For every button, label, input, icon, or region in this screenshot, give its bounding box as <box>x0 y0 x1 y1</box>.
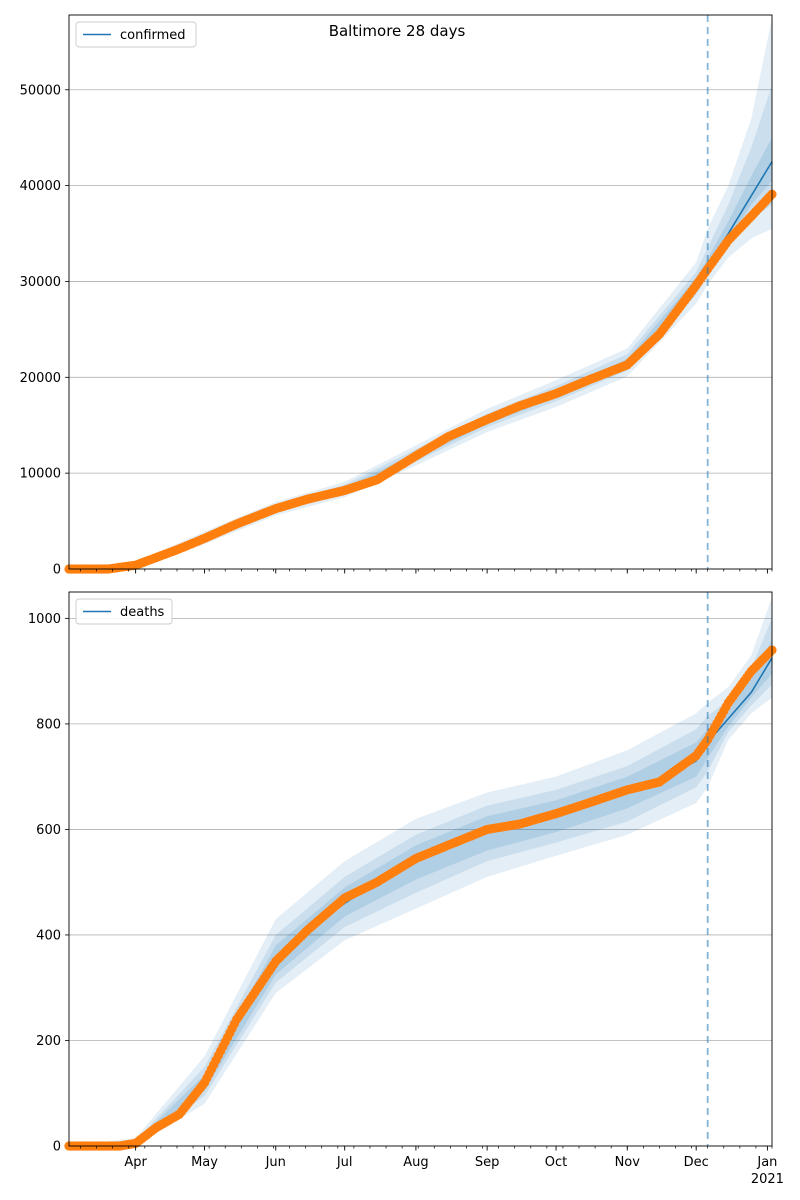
legend-box <box>75 598 173 625</box>
legend-label: confirmed <box>120 28 186 43</box>
y-tick-label: 200 <box>36 1034 61 1049</box>
legend-label: deaths <box>120 605 165 620</box>
x-tick-label: May <box>191 1155 218 1170</box>
x-tick-label: Oct <box>545 1155 567 1170</box>
x-tick-label: Nov <box>615 1155 641 1170</box>
y-tick-label: 10000 <box>20 467 61 482</box>
x-tick-year-label: 2021 <box>751 1172 784 1187</box>
y-tick-label: 40000 <box>20 179 61 194</box>
x-tick-label: Jun <box>265 1155 286 1170</box>
confirmed-panel: 0 10000 20000 30000 40000 50000 confirmed <box>20 14 777 578</box>
y-tick-label: 400 <box>36 928 61 943</box>
x-tick-label: Sep <box>475 1155 500 1170</box>
x-tick-label: Aug <box>403 1155 428 1170</box>
legend-box <box>75 21 197 48</box>
x-tick-label: Jul <box>336 1155 353 1170</box>
x-tick-label: Jan <box>756 1155 777 1170</box>
axes-frame <box>68 14 773 570</box>
x-tick-label: Apr <box>124 1155 147 1170</box>
band-outer <box>69 17 772 570</box>
figure-title: Baltimore 28 days <box>329 22 466 40</box>
axes-frame <box>68 591 773 1147</box>
x-tick-label: Dec <box>684 1155 709 1170</box>
y-tick-label: 0 <box>53 1140 61 1155</box>
y-tick-label: 30000 <box>20 275 61 290</box>
y-tick-label: 1000 <box>28 612 61 627</box>
y-tick-label: 800 <box>36 717 61 732</box>
y-tick-label: 50000 <box>20 83 61 98</box>
y-tick-label: 600 <box>36 823 61 838</box>
y-tick-label: 20000 <box>20 371 61 386</box>
deaths-panel: 0 200 400 600 800 1000 Apr May Jun Jul Aug Sep Oct No… <box>28 591 784 1187</box>
y-tick-label: 0 <box>53 563 61 578</box>
band-inner <box>69 639 772 1146</box>
